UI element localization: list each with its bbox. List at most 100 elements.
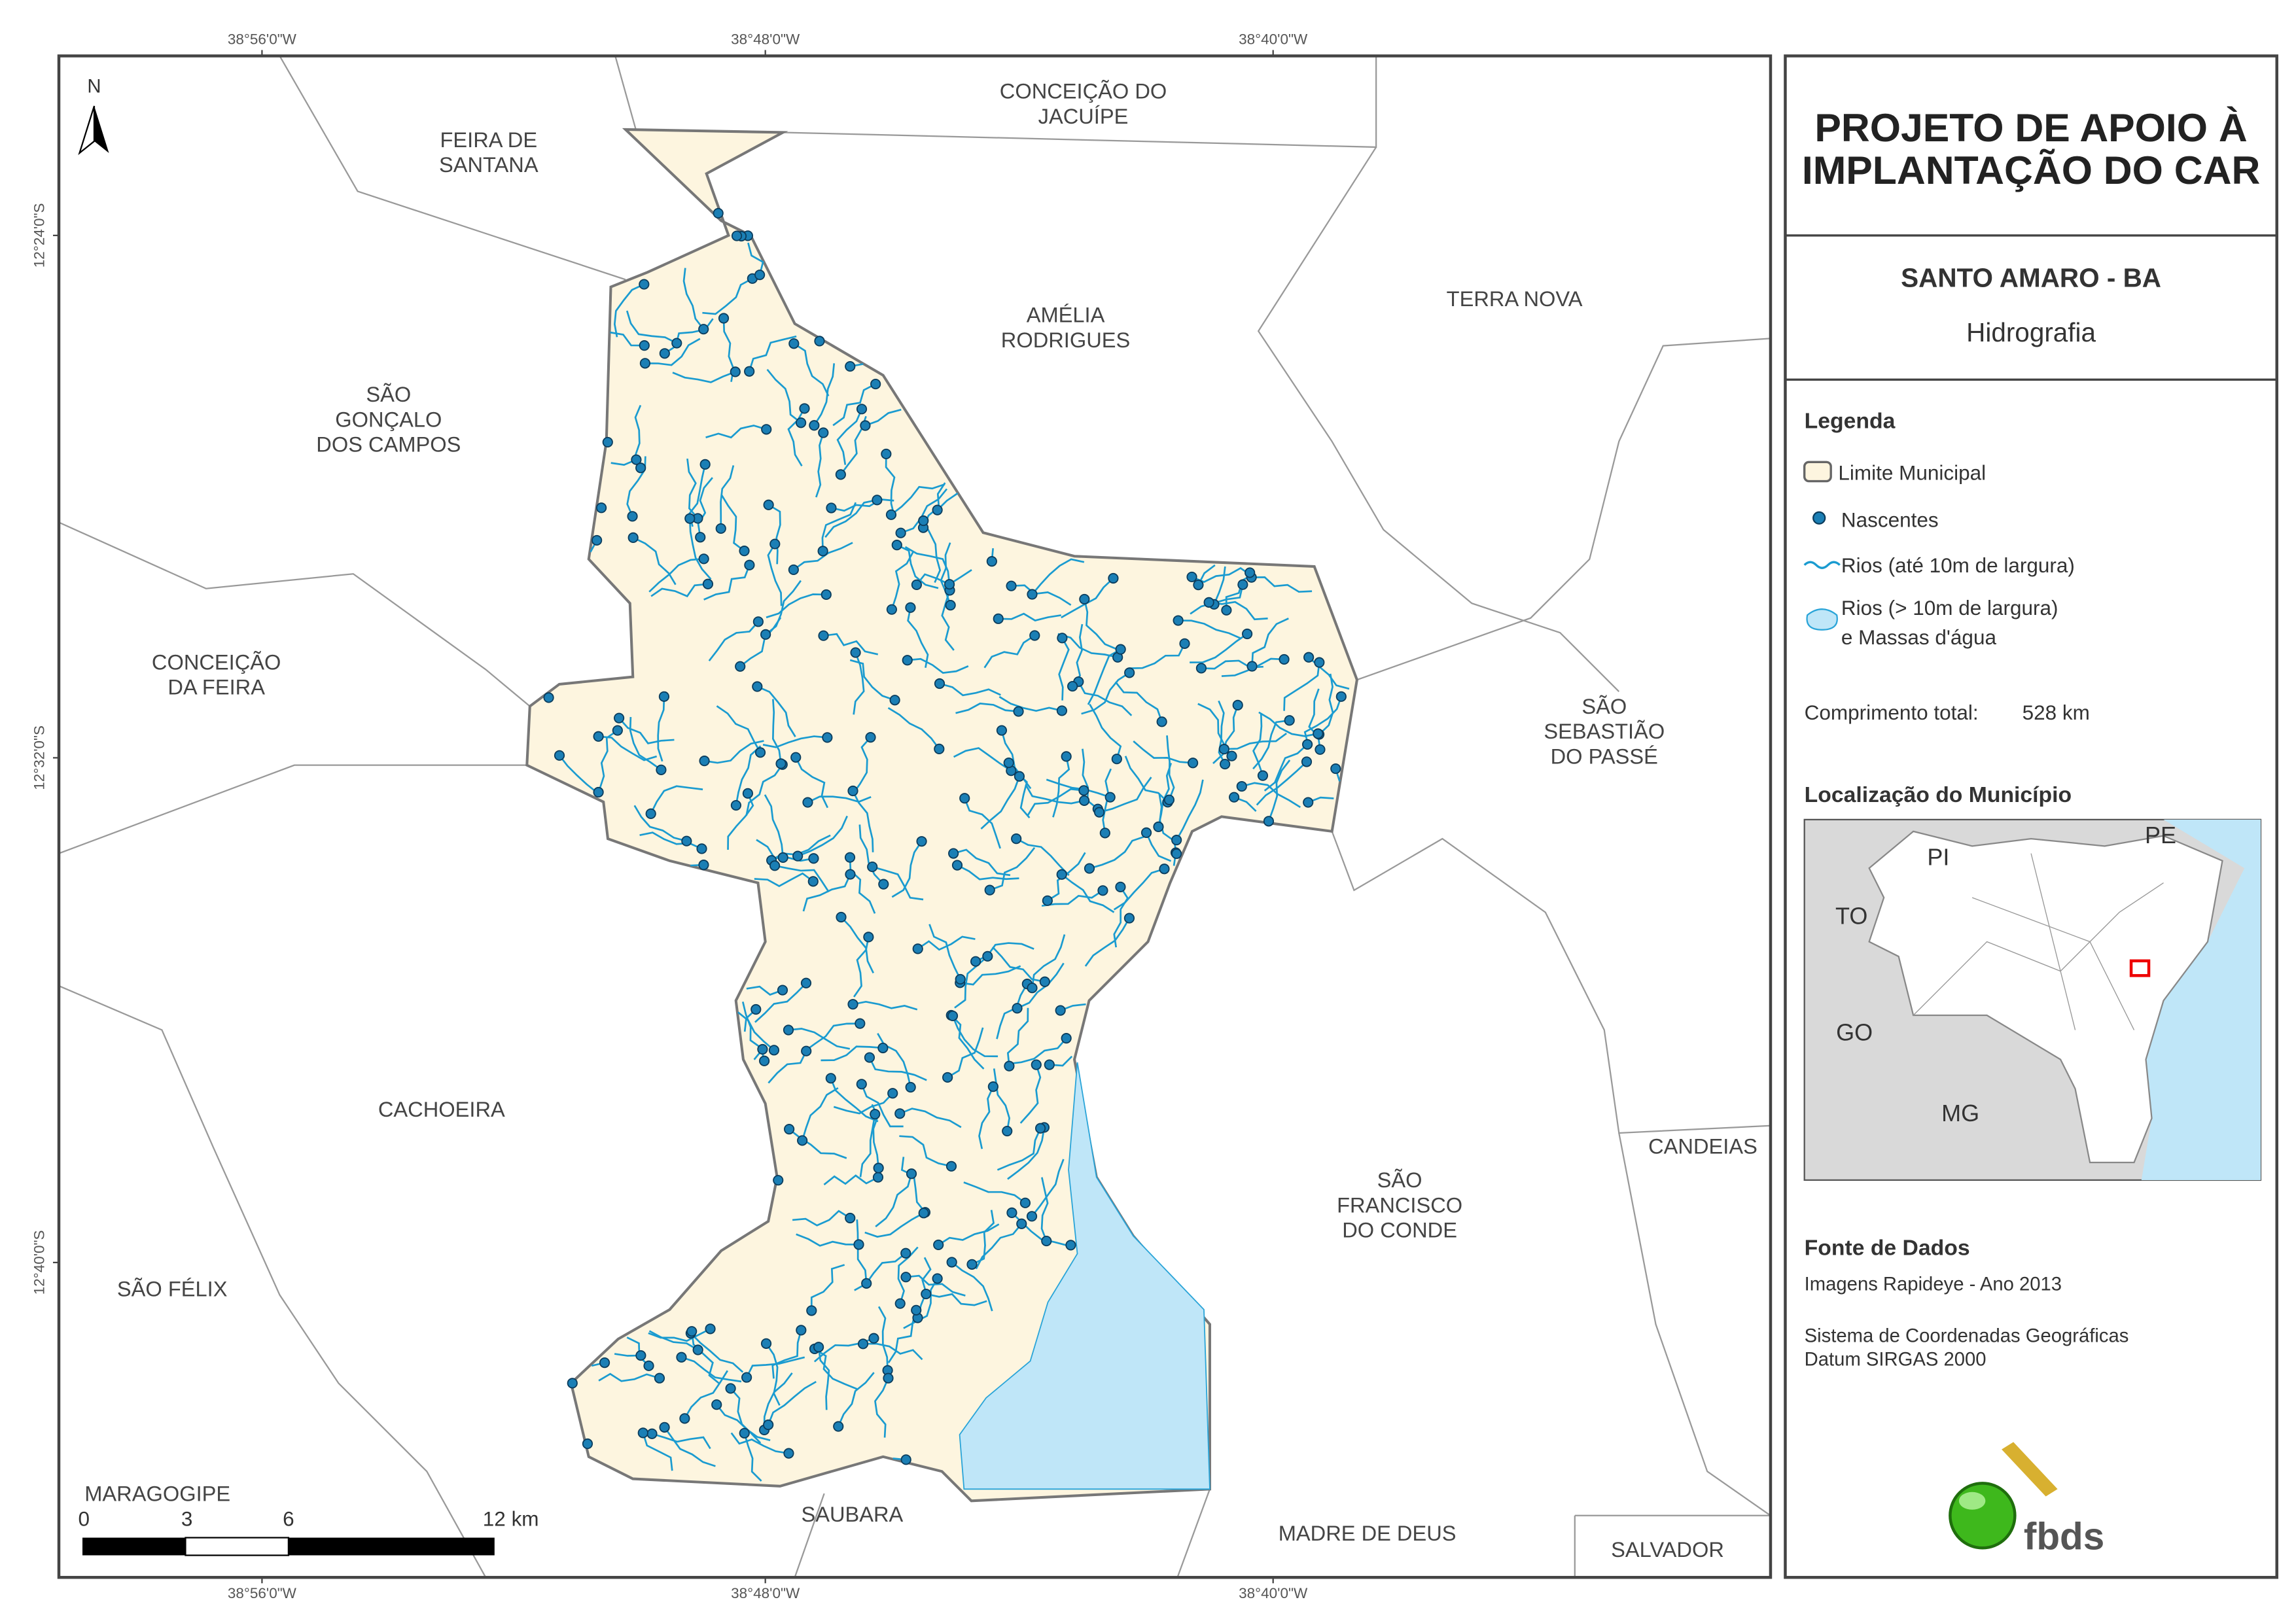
spring (821, 589, 832, 601)
river (650, 785, 703, 814)
river (688, 518, 712, 580)
spring (845, 360, 856, 372)
spring (1171, 835, 1182, 846)
river (765, 580, 802, 635)
spring (735, 661, 746, 672)
spring (865, 732, 876, 743)
river (613, 283, 645, 338)
spring (833, 1421, 844, 1432)
river (746, 985, 783, 996)
spring (970, 956, 981, 967)
spring (1004, 1060, 1015, 1072)
border (614, 56, 637, 130)
river (1061, 873, 1115, 913)
spring (592, 534, 603, 546)
border (279, 55, 626, 281)
river (745, 1356, 805, 1378)
spring (543, 692, 554, 703)
river (951, 1261, 993, 1312)
river (996, 983, 1028, 1039)
water-body (959, 1062, 1210, 1490)
municipality-label: AMÉLIA (1027, 303, 1105, 327)
scale-label: 3 (181, 1507, 193, 1531)
river (703, 565, 751, 601)
river (1283, 662, 1320, 711)
river (891, 841, 923, 898)
scale-label: 12 km (483, 1507, 539, 1531)
river (940, 542, 951, 606)
spring (1061, 751, 1072, 762)
spring (773, 1175, 784, 1186)
spring (681, 835, 692, 846)
river (896, 544, 939, 589)
spring (768, 1045, 780, 1056)
coord-label: 12°32'0"S (31, 725, 48, 790)
river (957, 864, 1019, 881)
panel-border (1784, 54, 2278, 1579)
spring (1246, 661, 1258, 672)
river (939, 682, 1001, 697)
river (978, 1086, 995, 1149)
spring (951, 860, 963, 871)
spring (855, 1018, 866, 1029)
spring (741, 1372, 752, 1383)
spring (881, 448, 892, 460)
spring (900, 1248, 911, 1259)
spring (695, 532, 706, 543)
spring (692, 1344, 703, 1355)
spring (911, 579, 923, 590)
river (633, 805, 687, 843)
river (872, 865, 924, 901)
coord-label: 38°56'0"W (228, 1585, 297, 1601)
river (682, 268, 705, 330)
coord-label: 38°48'0"W (731, 1585, 800, 1601)
river (1251, 618, 1289, 667)
spring (872, 495, 883, 506)
coord-label: 12°24'0"S (31, 203, 48, 268)
spring (659, 348, 670, 359)
source-line: Datum SIRGAS 2000 (1805, 1349, 1987, 1370)
spring (1056, 869, 1067, 880)
river (766, 368, 802, 424)
spring (944, 579, 955, 590)
spring (1042, 895, 1053, 906)
river (836, 408, 863, 465)
river (856, 1219, 868, 1283)
river (1084, 599, 1118, 650)
river (991, 946, 1046, 983)
municipality-label: SÃO (1377, 1168, 1422, 1192)
river (767, 1380, 817, 1425)
river (599, 729, 618, 790)
river (851, 737, 872, 795)
river (1113, 886, 1129, 948)
spring (627, 511, 638, 522)
spring (698, 553, 709, 565)
river (1114, 681, 1163, 722)
river (1007, 1127, 1046, 1180)
spring (739, 1427, 750, 1439)
river (1089, 703, 1122, 759)
spring (845, 869, 856, 880)
spring (835, 469, 846, 480)
municipality-label: SALVADOR (1611, 1537, 1724, 1562)
spring (554, 750, 565, 761)
spring (656, 764, 667, 775)
river (1089, 835, 1145, 869)
spring (699, 459, 711, 470)
river (885, 453, 896, 517)
spring (702, 578, 714, 589)
spring (783, 1448, 794, 1459)
spring (1124, 667, 1135, 678)
spring (868, 1333, 879, 1344)
spring (686, 1326, 698, 1337)
river (899, 1108, 962, 1128)
spring (867, 861, 878, 873)
river (868, 1056, 927, 1081)
spring (1104, 792, 1116, 803)
spring (1303, 652, 1315, 663)
spring (918, 515, 929, 527)
river (810, 1264, 845, 1311)
spring (918, 1208, 929, 1219)
spring (905, 1081, 916, 1093)
spring (863, 932, 874, 943)
